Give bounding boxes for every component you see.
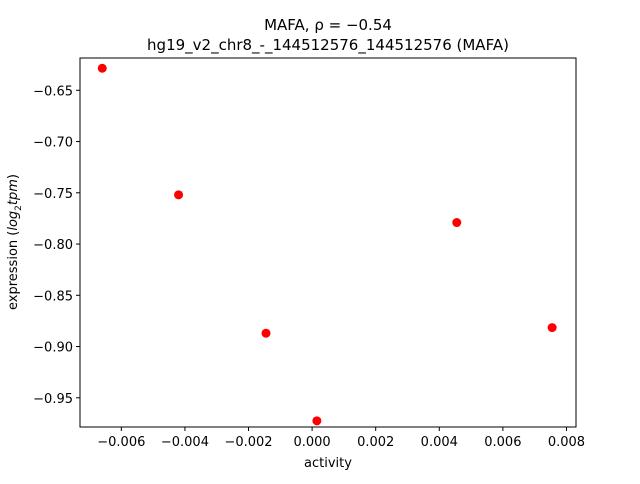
y-tick-label: −0.70 <box>33 136 73 151</box>
y-tick-label: −0.95 <box>33 392 73 407</box>
scatter-point <box>452 218 462 228</box>
x-tick-label: −0.002 <box>224 435 272 450</box>
x-axis: −0.006 −0.004 −0.002 0.000 0.002 0.004 0.006 0.… <box>97 427 585 450</box>
scatter-point <box>97 63 107 73</box>
y-axis-label-suffix: ) <box>6 174 21 179</box>
y-tick-label: −0.90 <box>33 341 73 356</box>
scatter-point <box>261 328 271 338</box>
y-axis-label-log: log <box>6 211 21 231</box>
x-tick-label: −0.006 <box>97 435 145 450</box>
y-axis-label-prefix: expression ( <box>6 231 21 310</box>
y-axis-label: expression (log2tpm) <box>6 174 24 310</box>
data-points <box>97 63 557 426</box>
x-tick-label: −0.004 <box>161 435 209 450</box>
y-tick-label: −0.75 <box>33 187 73 202</box>
chart-title-line2: hg19_v2_chr8_-_144512576_144512576 (MAFA… <box>147 36 509 55</box>
scatter-point <box>547 323 557 333</box>
x-tick-label: 0.000 <box>293 435 330 450</box>
x-tick-label: 0.004 <box>421 435 458 450</box>
y-tick-label: −0.85 <box>33 289 73 304</box>
y-tick-label: −0.65 <box>33 84 73 99</box>
y-axis: −0.95 −0.90 −0.85 −0.80 −0.75 −0.70 −0.65 <box>33 84 80 407</box>
scatter-point <box>174 190 184 200</box>
x-tick-label: 0.002 <box>357 435 394 450</box>
chart-title-line1: MAFA, ρ = −0.54 <box>264 16 392 34</box>
y-axis-label-sub: 2 <box>14 205 24 211</box>
y-tick-label: −0.80 <box>33 238 73 253</box>
plot-frame <box>79 57 577 428</box>
y-axis-label-tpm: tpm <box>6 179 21 205</box>
x-axis-label: activity <box>304 456 352 471</box>
x-tick-label: 0.006 <box>484 435 521 450</box>
x-tick-label: 0.008 <box>548 435 585 450</box>
scatter-point <box>312 416 322 426</box>
